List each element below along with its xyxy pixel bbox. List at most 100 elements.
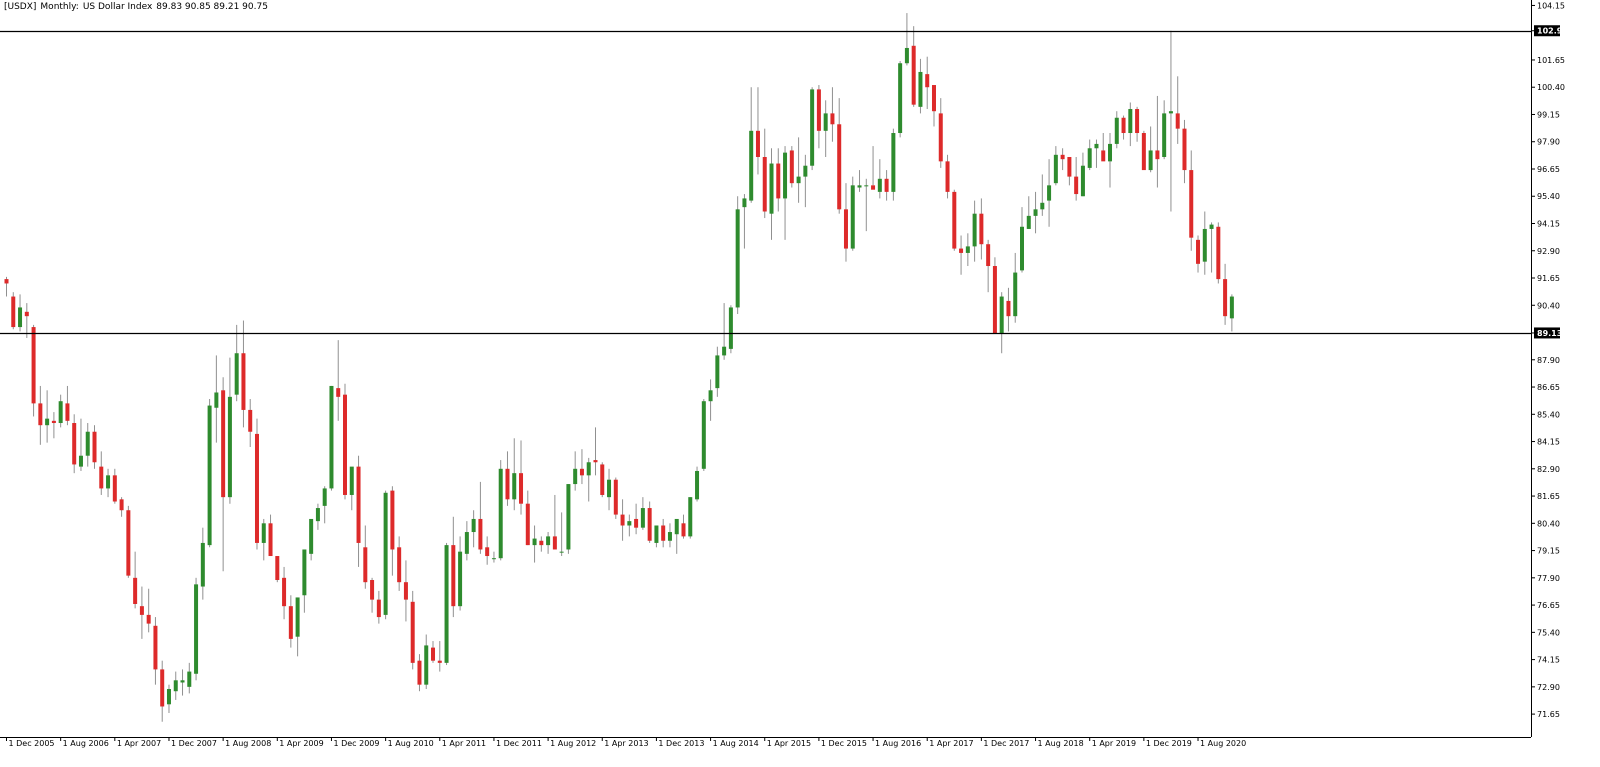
candle-body-up xyxy=(546,536,551,546)
candle-body-down xyxy=(979,213,984,245)
candle-body-down xyxy=(221,390,226,498)
candle xyxy=(986,239,991,293)
candle-body-up xyxy=(708,390,713,402)
candle xyxy=(1108,133,1113,188)
candle-body-down xyxy=(370,580,375,600)
candle-body-up xyxy=(722,346,727,356)
candle-body-down xyxy=(986,244,991,267)
time-tick-label: 1 Apr 2009 xyxy=(279,739,323,748)
price-tick-label: 72.90 xyxy=(1537,683,1560,692)
candle-body-down xyxy=(539,540,544,546)
candle xyxy=(363,525,368,589)
candle-body-up xyxy=(1040,202,1045,210)
candle xyxy=(11,292,16,330)
candle-body-up xyxy=(803,165,808,177)
candle-body-down xyxy=(992,266,997,334)
candle xyxy=(796,137,801,203)
candle xyxy=(45,390,50,443)
candle xyxy=(769,148,774,240)
candle-body-down xyxy=(1101,150,1106,162)
candle-body-up xyxy=(166,689,171,705)
candle xyxy=(850,176,855,251)
candle-body-down xyxy=(65,403,70,421)
candle xyxy=(959,235,964,275)
candle-body-up xyxy=(796,176,801,184)
candle xyxy=(153,617,158,685)
candle xyxy=(1047,159,1052,227)
time-axis[interactable]: 1 Dec 2005 1 Aug 2006 1 Apr 2007 1 Dec 2007… xyxy=(6,737,1247,748)
candle-body-down xyxy=(579,468,584,476)
candle-body-down xyxy=(789,150,794,184)
candle xyxy=(681,514,686,539)
candle xyxy=(695,466,700,502)
candle-body-down xyxy=(268,523,273,557)
candle-body-down xyxy=(762,156,767,212)
candle xyxy=(1196,235,1201,273)
candle-body-up xyxy=(640,508,645,528)
candle-body-up xyxy=(1128,109,1133,134)
candle xyxy=(600,462,605,498)
candle xyxy=(566,484,571,554)
candle-body-down xyxy=(959,248,964,253)
price-tick-label: 90.40 xyxy=(1537,301,1560,310)
candle xyxy=(586,457,591,502)
candle xyxy=(1074,156,1079,201)
time-tick-label: 1 Dec 2013 xyxy=(658,739,704,748)
candle-body-up xyxy=(573,468,578,485)
candle-body-up xyxy=(180,680,185,683)
candle-body-up xyxy=(728,307,733,349)
candle-body-down xyxy=(1196,239,1201,264)
candle xyxy=(1182,119,1187,184)
candle xyxy=(1101,133,1106,162)
candle xyxy=(356,455,361,567)
candle-body-up xyxy=(864,185,869,187)
candle xyxy=(999,292,1004,354)
candle-body-up xyxy=(891,133,896,192)
candle xyxy=(221,377,226,572)
candle xyxy=(207,399,212,548)
candle xyxy=(227,357,232,504)
time-tick-label: 1 Apr 2015 xyxy=(767,739,811,748)
candle xyxy=(654,525,659,548)
candle-body-up xyxy=(898,63,903,134)
candle-body-down xyxy=(410,601,415,663)
candle-body-up xyxy=(302,549,307,596)
candle-body-up xyxy=(85,431,90,456)
candle xyxy=(376,590,381,624)
candle xyxy=(546,532,551,554)
candle xyxy=(1155,95,1160,188)
candle-body-down xyxy=(552,536,557,550)
candle xyxy=(573,451,578,491)
candle xyxy=(607,468,612,511)
candle xyxy=(485,536,490,565)
candle-body-up xyxy=(627,521,632,526)
candle-body-up xyxy=(857,185,862,188)
candle-body-up xyxy=(471,518,476,533)
candle-body-up xyxy=(383,492,388,615)
candle-body-down xyxy=(931,85,936,112)
candle-body-up xyxy=(491,558,496,560)
candle xyxy=(72,414,77,474)
candle xyxy=(945,154,950,199)
candle-body-up xyxy=(695,470,700,500)
price-axis[interactable]: 104.15 102.99 101.65 100.40 99.15 97.90 96.65 9… xyxy=(1531,1,1568,719)
price-tick-label: 94.15 xyxy=(1537,219,1560,228)
candle-body-up xyxy=(742,198,747,208)
candle xyxy=(92,425,97,469)
candle-body-up xyxy=(329,385,334,489)
candle xyxy=(417,654,422,692)
candle-body-up xyxy=(295,597,300,637)
candle-body-down xyxy=(485,547,490,557)
candle xyxy=(891,128,896,201)
candle xyxy=(106,468,111,498)
candle-body-up xyxy=(1087,148,1092,168)
candle xyxy=(1114,111,1119,149)
candle xyxy=(776,148,781,212)
candle xyxy=(762,128,767,219)
candle-body-down xyxy=(952,191,957,249)
candle xyxy=(139,586,144,639)
candle-body-up xyxy=(532,538,537,546)
candle-body-up xyxy=(78,455,83,467)
